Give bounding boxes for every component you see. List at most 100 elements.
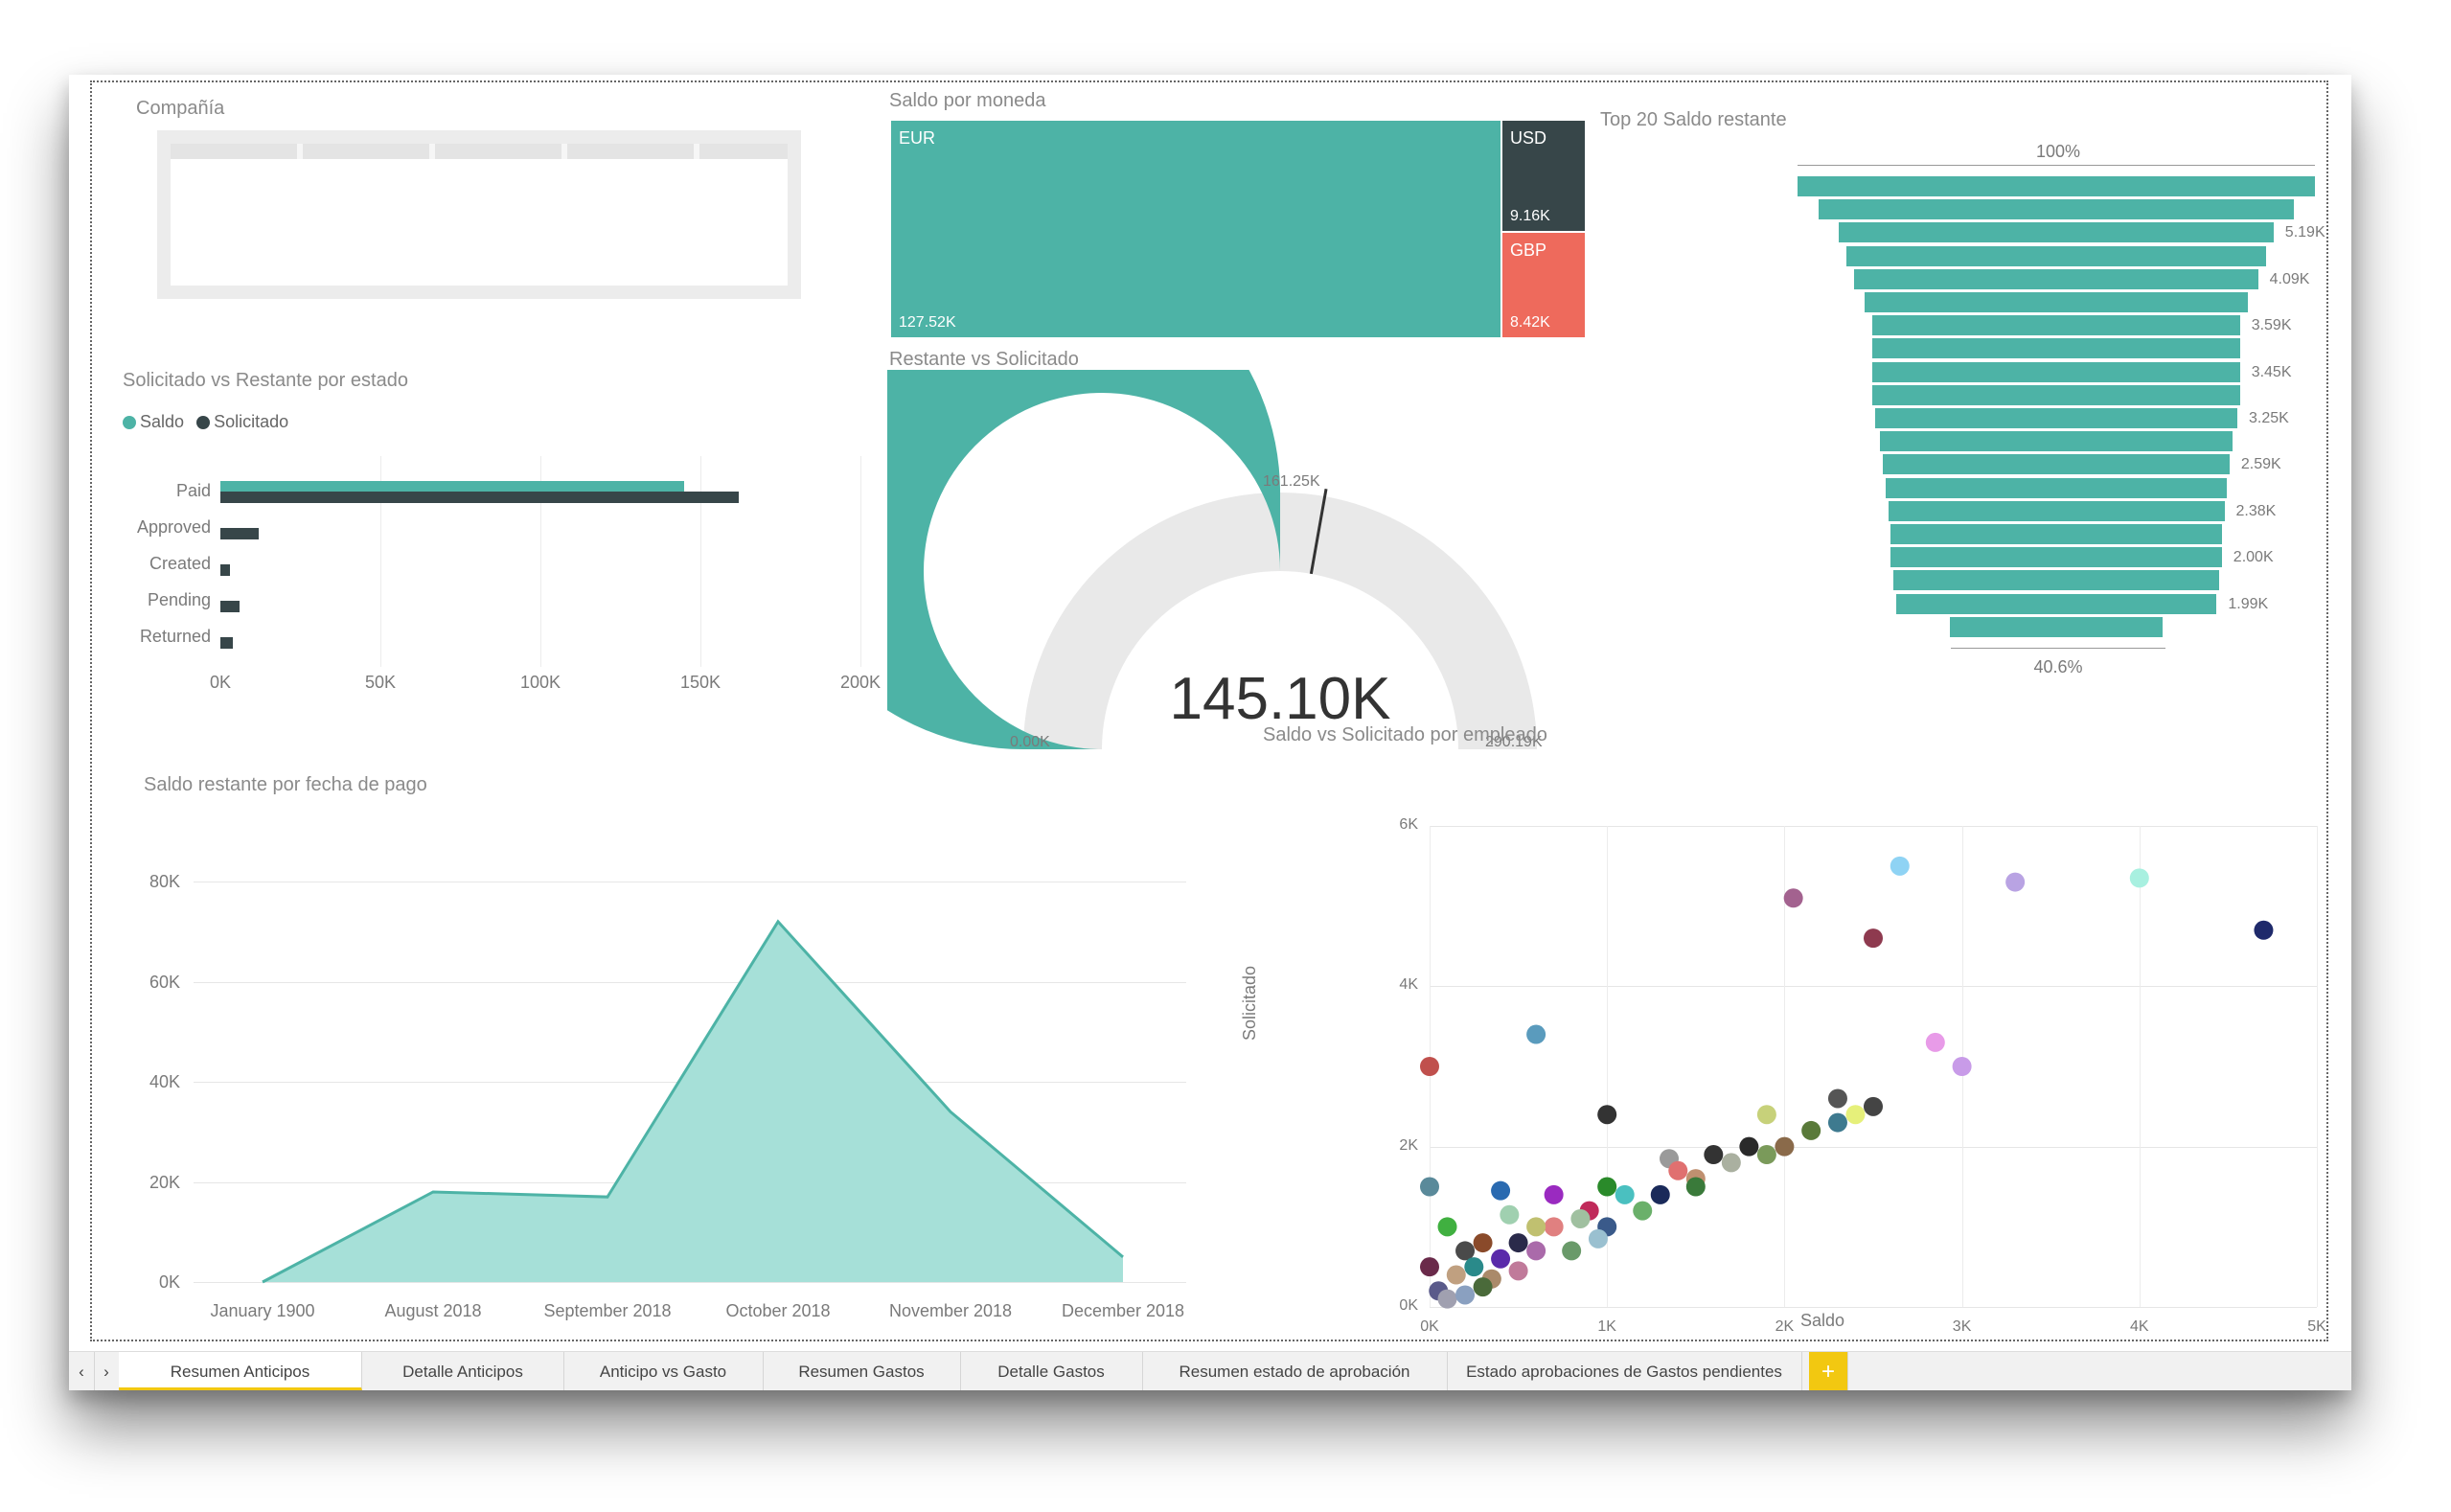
scatter-point[interactable] bbox=[1952, 1057, 1972, 1076]
scatter-point[interactable] bbox=[1526, 1241, 1546, 1261]
funnel-bar[interactable] bbox=[1839, 222, 2274, 243]
scatter-point[interactable] bbox=[1864, 1096, 1883, 1116]
scatter-point[interactable] bbox=[1801, 1120, 1821, 1140]
scatter-point[interactable] bbox=[1827, 1088, 1847, 1109]
bar-solicitado[interactable] bbox=[220, 637, 234, 649]
scatter-point[interactable] bbox=[2254, 920, 2274, 940]
scatter-point[interactable] bbox=[1685, 1177, 1706, 1197]
area-fill[interactable] bbox=[263, 921, 1123, 1282]
scatter-point[interactable] bbox=[1500, 1204, 1520, 1225]
scatter-point[interactable] bbox=[2005, 872, 2026, 892]
funnel-bar[interactable] bbox=[1950, 616, 2163, 637]
scatter-point[interactable] bbox=[1455, 1285, 1476, 1305]
slicer-header-strip bbox=[171, 144, 788, 159]
scatter-point[interactable] bbox=[1446, 1265, 1466, 1285]
scatter-point[interactable] bbox=[1473, 1277, 1493, 1297]
funnel-bar[interactable] bbox=[1890, 547, 2222, 568]
funnel-bar[interactable] bbox=[1892, 570, 2220, 591]
scatter-point[interactable] bbox=[1544, 1184, 1564, 1204]
bar-solicitado[interactable] bbox=[220, 492, 740, 503]
scatter-point[interactable] bbox=[1420, 1177, 1439, 1197]
tab-detalle-anticipos[interactable]: Detalle Anticipos bbox=[362, 1352, 564, 1390]
tab-resumen-estado-de-aprobaci-n[interactable]: Resumen estado de aprobación bbox=[1142, 1352, 1448, 1390]
funnel-bar[interactable] bbox=[1872, 361, 2240, 382]
bar-gridline bbox=[700, 456, 701, 667]
funnel-bar[interactable] bbox=[1872, 384, 2240, 405]
scatter-point[interactable] bbox=[1864, 928, 1883, 949]
treemap-cell-eur[interactable]: EUR 127.52K bbox=[891, 121, 1500, 337]
tab-anticipo-vs-gasto[interactable]: Anticipo vs Gasto bbox=[563, 1352, 764, 1390]
scatter-point[interactable] bbox=[1845, 1105, 1866, 1125]
funnel-bar[interactable] bbox=[1798, 176, 2315, 196]
tab-detalle-gastos[interactable]: Detalle Gastos bbox=[960, 1352, 1143, 1390]
scatter-point[interactable] bbox=[1562, 1241, 1582, 1261]
scatter-point[interactable] bbox=[1526, 1217, 1546, 1237]
legend-item-saldo[interactable]: Saldo bbox=[123, 412, 184, 431]
bar-x-tick: 50K bbox=[364, 673, 397, 692]
scatter-point[interactable] bbox=[1783, 888, 1803, 908]
company-slicer[interactable] bbox=[157, 130, 801, 299]
legend-item-solicitado[interactable]: Solicitado bbox=[196, 412, 288, 431]
scatter-point[interactable] bbox=[1827, 1112, 1847, 1133]
funnel-bar[interactable] bbox=[1890, 524, 2222, 544]
gauge-track[interactable] bbox=[1023, 493, 1537, 749]
scatter-point[interactable] bbox=[2129, 868, 2149, 888]
tab-scroll-left-icon[interactable]: ‹ bbox=[69, 1352, 95, 1390]
scatter-point[interactable] bbox=[1756, 1105, 1776, 1125]
scatter-point[interactable] bbox=[1508, 1261, 1528, 1281]
funnel-bar[interactable] bbox=[1854, 268, 2258, 289]
scatter-point[interactable] bbox=[1570, 1208, 1591, 1228]
tab-resumen-anticipos[interactable]: Resumen Anticipos bbox=[119, 1352, 362, 1390]
funnel-bar[interactable] bbox=[1846, 245, 2266, 266]
bar-solicitado[interactable] bbox=[220, 528, 260, 539]
scatter-point[interactable] bbox=[1650, 1184, 1670, 1204]
scatter-point[interactable] bbox=[1668, 1160, 1688, 1180]
scatter-point[interactable] bbox=[1775, 1136, 1795, 1157]
scatter-point[interactable] bbox=[1721, 1153, 1741, 1173]
bar-solicitado[interactable] bbox=[220, 564, 231, 576]
funnel-bar[interactable] bbox=[1875, 408, 2237, 428]
treemap-cell-gbp[interactable]: GBP 8.42K bbox=[1502, 233, 1585, 337]
bar-saldo[interactable] bbox=[220, 481, 685, 492]
scatter-point[interactable] bbox=[1455, 1241, 1476, 1261]
scatter-point[interactable] bbox=[1925, 1032, 1945, 1052]
scatter-point[interactable] bbox=[1420, 1057, 1439, 1076]
funnel-bar[interactable] bbox=[1872, 315, 2240, 336]
scatter-point[interactable] bbox=[1739, 1136, 1759, 1157]
treemap-cell-usd[interactable]: USD 9.16K bbox=[1502, 121, 1585, 231]
scatter-point[interactable] bbox=[1633, 1201, 1653, 1221]
funnel-bar[interactable] bbox=[1888, 500, 2225, 521]
funnel-bar[interactable] bbox=[1883, 454, 2230, 475]
tab-estado-aprobaciones-de-gastos-pendientes[interactable]: Estado aprobaciones de Gastos pendientes bbox=[1447, 1352, 1802, 1390]
scatter-point[interactable] bbox=[1508, 1233, 1528, 1253]
scatter-point[interactable] bbox=[1597, 1105, 1617, 1125]
scatter-point[interactable] bbox=[1464, 1257, 1484, 1277]
tab-resumen-gastos[interactable]: Resumen Gastos bbox=[763, 1352, 961, 1390]
scatter-point[interactable] bbox=[1588, 1228, 1608, 1249]
scatter-point[interactable] bbox=[1544, 1217, 1564, 1237]
funnel-value-label: 2.38K bbox=[2235, 502, 2277, 519]
scatter-point[interactable] bbox=[1437, 1217, 1457, 1237]
tab-scroll-right-icon[interactable]: › bbox=[94, 1352, 120, 1390]
funnel-bar[interactable] bbox=[1865, 292, 2248, 312]
scatter-point[interactable] bbox=[1473, 1233, 1493, 1253]
scatter-point[interactable] bbox=[1890, 856, 1910, 876]
scatter-point[interactable] bbox=[1756, 1145, 1776, 1165]
funnel-bar[interactable] bbox=[1885, 477, 2228, 498]
bar-x-tick: 100K bbox=[519, 673, 561, 692]
funnel-bar[interactable] bbox=[1818, 199, 2295, 220]
gauge-value: 145.10K bbox=[1169, 666, 1391, 732]
scatter-point[interactable] bbox=[1597, 1177, 1617, 1197]
scatter-point[interactable] bbox=[1704, 1145, 1724, 1165]
scatter-point[interactable] bbox=[1491, 1249, 1511, 1269]
funnel-bar[interactable] bbox=[1880, 431, 2233, 452]
scatter-point[interactable] bbox=[1437, 1289, 1457, 1309]
scatter-point[interactable] bbox=[1615, 1184, 1635, 1204]
funnel-bar[interactable] bbox=[1872, 338, 2240, 359]
scatter-point[interactable] bbox=[1420, 1257, 1439, 1277]
add-page-button[interactable]: + bbox=[1809, 1352, 1848, 1390]
scatter-point[interactable] bbox=[1491, 1180, 1511, 1201]
scatter-point[interactable] bbox=[1526, 1024, 1546, 1044]
funnel-bar[interactable] bbox=[1895, 593, 2217, 614]
bar-solicitado[interactable] bbox=[220, 601, 241, 612]
